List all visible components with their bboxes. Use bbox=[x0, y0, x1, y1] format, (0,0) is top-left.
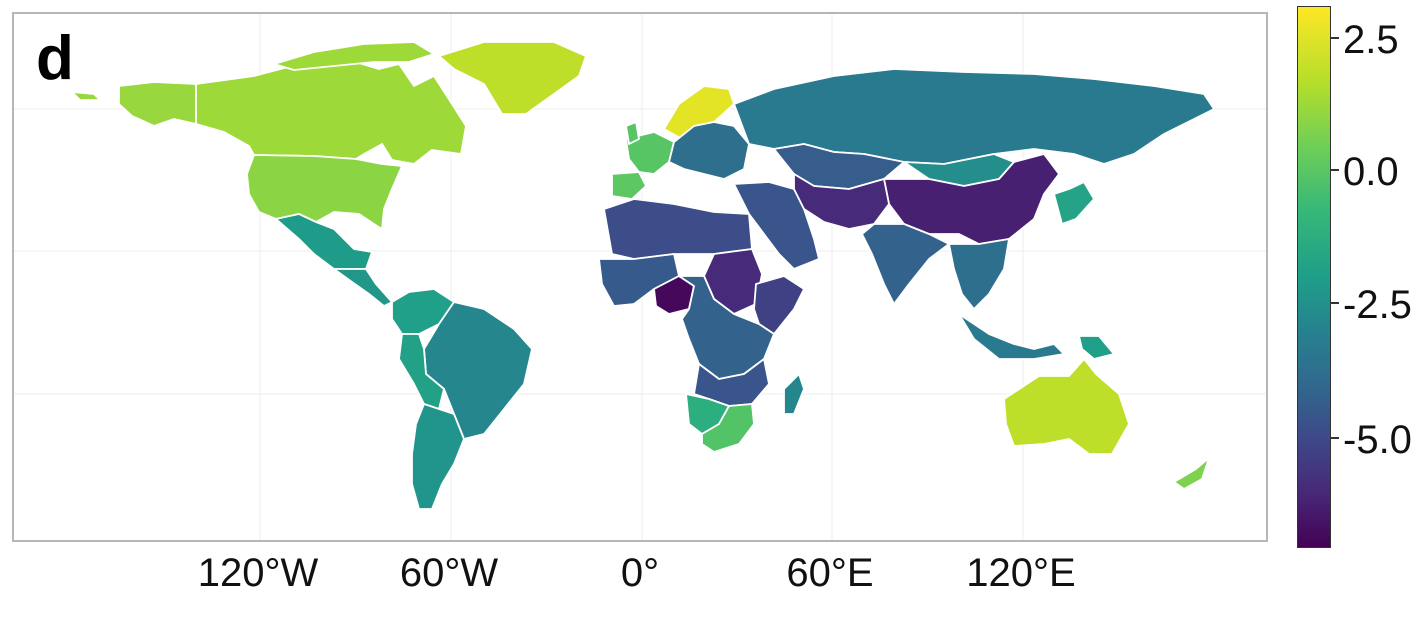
region-canadian-archipelago bbox=[273, 41, 435, 71]
region-uk bbox=[625, 121, 640, 145]
region-southeast-asia bbox=[948, 238, 1010, 310]
colorbar-tick-0-0 bbox=[1331, 169, 1339, 171]
region-australia bbox=[1003, 358, 1130, 455]
region-western-europe bbox=[625, 131, 675, 175]
region-alaska bbox=[118, 81, 197, 127]
region-mexico bbox=[275, 213, 373, 270]
colorbar-label-minus-5-0: -5.0 bbox=[1343, 418, 1412, 462]
region-madagascar bbox=[783, 373, 805, 415]
region-canada bbox=[195, 59, 467, 165]
country-regions bbox=[71, 41, 1215, 510]
region-south-africa bbox=[701, 403, 755, 453]
colorbar-label-0-0: 0.0 bbox=[1343, 150, 1399, 194]
longitude-label-60e: 60°E bbox=[786, 551, 874, 595]
colorbar-label-minus-2-5: -2.5 bbox=[1343, 283, 1412, 327]
map-panel: d bbox=[12, 12, 1268, 542]
region-eastern-europe bbox=[668, 121, 750, 180]
region-central-america bbox=[333, 268, 393, 307]
colorbar-tick-minus-2-5 bbox=[1331, 302, 1339, 304]
colorbar bbox=[1297, 6, 1331, 548]
colorbar-tick-2-5 bbox=[1331, 37, 1339, 39]
region-argentina-chile bbox=[411, 403, 465, 510]
longitude-label-0: 0° bbox=[620, 551, 660, 595]
longitude-label-60w: 60°W bbox=[399, 551, 499, 595]
region-aleutians bbox=[71, 91, 101, 101]
region-japan-korea bbox=[1053, 181, 1095, 225]
region-north-africa bbox=[603, 198, 753, 260]
region-united-states bbox=[246, 154, 403, 230]
region-middle-east bbox=[733, 181, 820, 270]
world-map bbox=[14, 14, 1266, 540]
longitude-label-120w: 120°W bbox=[197, 551, 319, 595]
region-peru-bolivia bbox=[398, 333, 445, 410]
region-indonesia bbox=[958, 313, 1065, 360]
colorbar-label-2-5: 2.5 bbox=[1343, 18, 1399, 62]
region-iberia bbox=[611, 171, 647, 200]
panel-letter: d bbox=[36, 24, 74, 93]
region-horn-of-africa bbox=[753, 275, 805, 335]
longitude-label-120e: 120°E bbox=[966, 551, 1076, 595]
colorbar-tick-minus-5-0 bbox=[1331, 437, 1339, 439]
region-india bbox=[861, 223, 950, 305]
region-papua-new-guinea bbox=[1078, 335, 1115, 360]
region-new-zealand bbox=[1173, 457, 1210, 490]
region-greenland bbox=[438, 41, 587, 115]
